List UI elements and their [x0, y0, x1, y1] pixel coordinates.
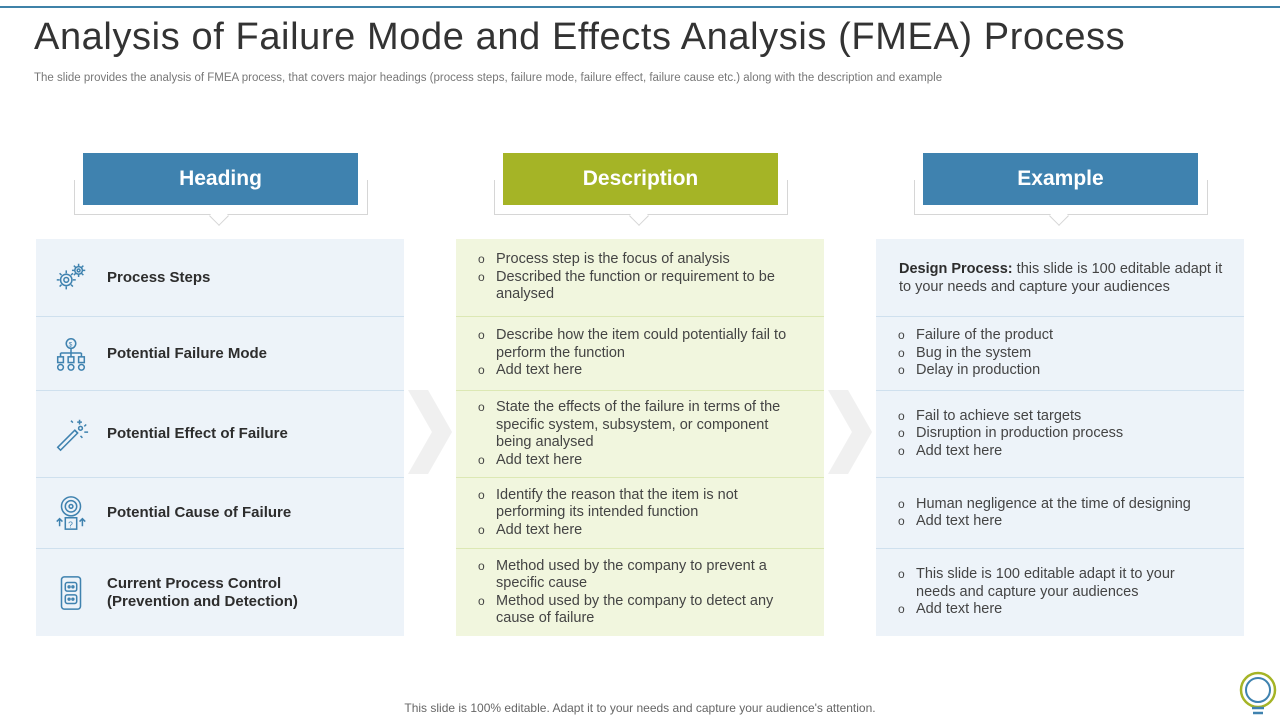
- list-item: Fail to achieve set targets: [898, 408, 1218, 426]
- heading-row: Process Steps: [36, 239, 404, 317]
- list-item: Add text here: [898, 443, 1218, 461]
- description-panel: Process step is the focus of analysis De…: [456, 239, 824, 636]
- heading-column: Heading Process Steps $: [36, 153, 406, 636]
- heading-row: Current Process Control (Prevention and …: [36, 549, 404, 636]
- example-panel: Design Process: this slide is 100 editab…: [876, 239, 1244, 636]
- row-heading: Process Steps: [107, 268, 211, 286]
- money-hierarchy-icon: $: [52, 335, 90, 373]
- heading-panel: Process Steps $ Potential Failure Mode: [36, 239, 404, 636]
- gears-icon: [52, 259, 90, 297]
- heading-row: $ Potential Failure Mode: [36, 317, 404, 391]
- example-header-label: Example: [923, 153, 1198, 205]
- bullet-list: This slide is 100 editable adapt it to y…: [876, 566, 1244, 619]
- description-column: Description Process step is the focus of…: [456, 153, 826, 636]
- bullet-list: Human negligence at the time of designin…: [876, 496, 1244, 531]
- description-row: Method used by the company to prevent a …: [456, 549, 824, 636]
- list-item: Method used by the company to detect any…: [478, 593, 798, 628]
- list-item: Add text here: [478, 452, 798, 470]
- slide-subtitle: The slide provides the analysis of FMEA …: [34, 72, 943, 84]
- row-heading: Potential Effect of Failure: [107, 425, 288, 442]
- description-row: State the effects of the failure in term…: [456, 391, 824, 478]
- bullet-list: Fail to achieve set targets Disruption i…: [876, 408, 1244, 461]
- list-item: Add text here: [478, 362, 798, 380]
- list-item: Add text here: [898, 513, 1218, 531]
- list-item: This slide is 100 editable adapt it to y…: [898, 566, 1218, 601]
- target-question-icon: ?: [52, 494, 90, 532]
- example-header: Example: [876, 153, 1246, 239]
- list-item: Identify the reason that the item is not…: [478, 487, 798, 522]
- row-heading: Current Process Control (Prevention and …: [107, 574, 298, 610]
- list-item: Disruption in production process: [898, 425, 1218, 443]
- slide-title: Analysis of Failure Mode and Effects Ana…: [34, 16, 1126, 58]
- example-row: This slide is 100 editable adapt it to y…: [876, 549, 1244, 636]
- description-header: Description: [456, 153, 826, 239]
- example-row: Design Process: this slide is 100 editab…: [876, 239, 1244, 317]
- list-item: Describe how the item could potentially …: [478, 327, 798, 362]
- heading-header: Heading: [36, 153, 406, 239]
- lightbulb-icon: [1239, 671, 1277, 715]
- example-row: Failure of the product Bug in the system…: [876, 317, 1244, 391]
- list-item: State the effects of the failure in term…: [478, 399, 798, 452]
- description-row: Process step is the focus of analysis De…: [456, 239, 824, 317]
- example-row: Fail to achieve set targets Disruption i…: [876, 391, 1244, 478]
- chevron-right-icon: [828, 390, 872, 474]
- svg-text:?: ?: [68, 519, 73, 529]
- bullet-list: State the effects of the failure in term…: [456, 399, 824, 469]
- heading-row: ? Potential Cause of Failure: [36, 478, 404, 549]
- row-heading: Potential Cause of Failure: [107, 504, 292, 521]
- heading-header-label: Heading: [83, 153, 358, 205]
- bullet-list: Identify the reason that the item is not…: [456, 487, 824, 540]
- list-item: Failure of the product: [898, 327, 1218, 345]
- list-item: Method used by the company to prevent a …: [478, 558, 798, 593]
- row-heading: Potential Failure Mode: [107, 344, 268, 362]
- list-item: Add text here: [478, 522, 798, 540]
- list-item: Human negligence at the time of designin…: [898, 496, 1218, 514]
- heading-row: Potential Effect of Failure: [36, 391, 404, 478]
- bullet-list: Describe how the item could potentially …: [456, 327, 824, 380]
- svg-text:$: $: [69, 341, 73, 348]
- example-row: Human negligence at the time of designin…: [876, 478, 1244, 549]
- bullet-list: Process step is the focus of analysis De…: [456, 251, 824, 304]
- list-item: Bug in the system: [898, 345, 1218, 363]
- top-accent-line: [0, 6, 1280, 8]
- example-paragraph: Design Process: this slide is 100 editab…: [899, 260, 1223, 295]
- magic-wand-icon: [52, 415, 90, 453]
- example-column: Example Design Process: this slide is 10…: [876, 153, 1246, 636]
- list-item: Described the function or requirement to…: [478, 269, 798, 304]
- list-item: Process step is the focus of analysis: [478, 251, 798, 269]
- bullet-list: Failure of the product Bug in the system…: [876, 327, 1244, 380]
- list-item: Add text here: [898, 601, 1218, 619]
- description-row: Describe how the item could potentially …: [456, 317, 824, 391]
- description-row: Identify the reason that the item is not…: [456, 478, 824, 549]
- slide-footer: This slide is 100% editable. Adapt it to…: [404, 701, 876, 715]
- chevron-right-icon: [408, 390, 452, 474]
- control-panel-icon: [52, 574, 90, 612]
- description-header-label: Description: [503, 153, 778, 205]
- bullet-list: Method used by the company to prevent a …: [456, 558, 824, 628]
- list-item: Delay in production: [898, 362, 1218, 380]
